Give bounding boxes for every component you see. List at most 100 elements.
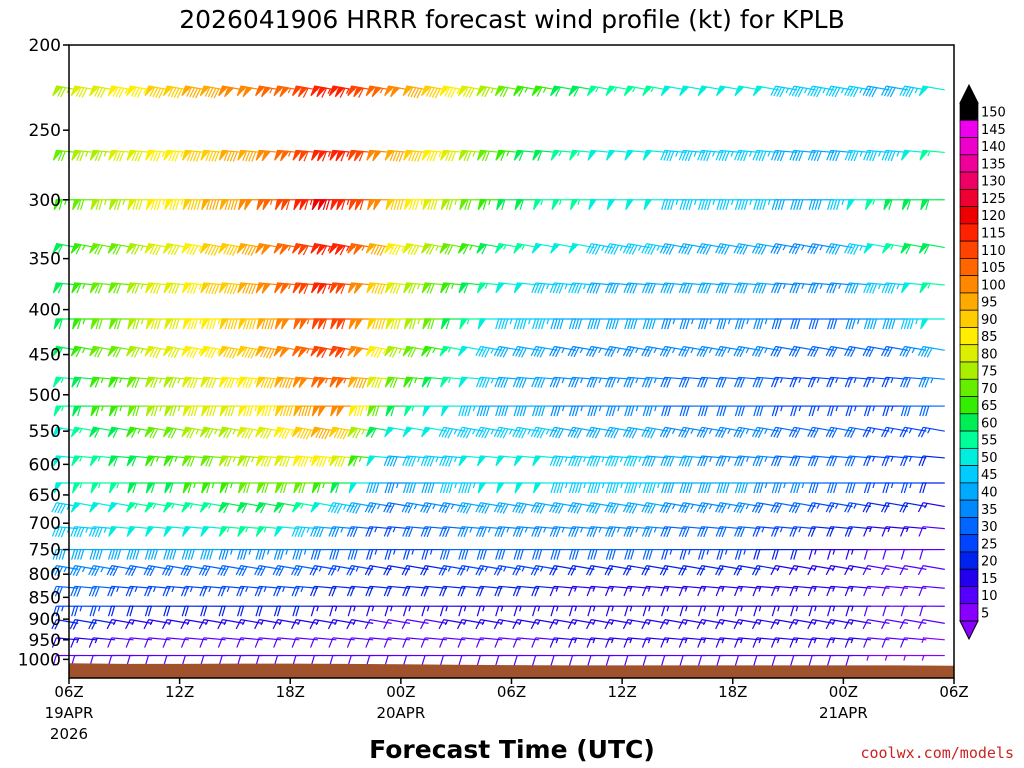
wind-barb <box>127 318 152 330</box>
wind-barb <box>493 345 521 358</box>
wind-barb <box>567 565 595 576</box>
wind-barb <box>622 565 650 576</box>
y-tick-label: 250 <box>29 121 61 141</box>
wind-barb <box>788 502 816 514</box>
colorbar-swatch <box>959 309 979 328</box>
wind-barb <box>827 482 853 494</box>
wind-barb <box>180 619 208 630</box>
wind-barb <box>422 318 447 330</box>
wind-barb <box>752 149 779 162</box>
wind-barb <box>420 526 448 538</box>
wind-barb <box>496 199 521 211</box>
wind-barb <box>238 405 263 417</box>
wind-barb <box>917 619 945 630</box>
wind-barb <box>586 565 614 576</box>
wind-barb <box>530 619 558 630</box>
wind-barb <box>733 619 761 630</box>
wind-barb <box>604 243 632 255</box>
wind-barb <box>919 482 945 494</box>
wind-barb <box>917 426 945 438</box>
wind-barb <box>844 565 872 576</box>
wind-barb <box>456 619 484 630</box>
y-tick-label: 750 <box>29 541 61 561</box>
colorbar-label: 75 <box>981 365 998 380</box>
colorbar-label: 55 <box>981 434 998 449</box>
y-tick-label: 550 <box>29 422 61 442</box>
wind-barb <box>256 199 282 211</box>
wind-barb <box>788 565 816 576</box>
wind-barb <box>751 345 779 358</box>
wind-barb <box>346 502 374 514</box>
y-tick-label: 200 <box>29 36 61 56</box>
wind-barb <box>236 502 263 514</box>
wind-barb <box>458 482 484 494</box>
wind-barb <box>291 345 319 358</box>
wind-barb <box>145 482 171 494</box>
wind-barb <box>272 619 300 630</box>
colorbar-label: 130 <box>981 175 1006 190</box>
wind-barb <box>641 426 669 439</box>
wind-barb <box>567 345 595 358</box>
wind-barb <box>549 345 577 358</box>
wind-barb <box>604 619 632 630</box>
wind-barb <box>586 426 614 439</box>
wind-barb <box>328 426 355 440</box>
wind-barb <box>126 243 153 255</box>
colorbar-label: 105 <box>981 261 1006 276</box>
wind-barb <box>918 585 945 597</box>
wind-barb <box>771 482 798 494</box>
wind-barb <box>788 243 816 255</box>
wind-barb <box>90 318 116 330</box>
wind-barb <box>751 243 779 255</box>
wind-barb <box>678 345 706 358</box>
wind-barb <box>659 426 687 438</box>
wind-barb <box>623 455 650 467</box>
y-tick-label: 500 <box>29 386 61 406</box>
wind-barb <box>807 565 835 576</box>
wind-barb <box>475 426 503 439</box>
wind-barb <box>438 502 466 514</box>
wind-barb <box>512 345 540 358</box>
wind-barb <box>383 455 411 467</box>
wind-barb <box>309 565 337 576</box>
wind-barb <box>293 199 318 211</box>
wind-barb <box>899 565 927 576</box>
wind-barb <box>866 654 890 661</box>
wind-barb <box>678 376 706 388</box>
wind-barb <box>901 199 927 211</box>
wind-barb <box>495 149 521 161</box>
wind-barb <box>807 345 835 358</box>
wind-barb <box>587 318 613 330</box>
wind-barb <box>770 565 798 576</box>
colorbar-label: 25 <box>981 537 998 552</box>
colorbar-swatch <box>959 154 979 173</box>
wind-barb <box>825 243 853 255</box>
colorbar-swatch <box>959 102 979 121</box>
wind-barb <box>715 243 743 255</box>
colorbar: 1501451401351301251201151101051009590858… <box>959 83 1006 641</box>
wind-barb <box>770 502 798 514</box>
wind-barb <box>624 482 650 494</box>
wind-barb <box>696 502 724 514</box>
wind-barb <box>899 426 927 438</box>
wind-barb <box>844 149 872 162</box>
wind-barb <box>272 565 300 577</box>
wind-barb <box>863 149 890 162</box>
colorbar-swatch <box>959 447 979 466</box>
wind-barb <box>255 376 282 389</box>
wind-barb <box>310 85 337 98</box>
wind-barb <box>697 149 724 162</box>
wind-barb <box>255 149 282 162</box>
wind-barb <box>919 282 945 294</box>
wind-barb <box>236 85 263 98</box>
wind-barb <box>641 243 669 255</box>
wind-barb <box>401 619 429 630</box>
wind-barb <box>733 243 761 255</box>
colorbar-label: 45 <box>981 468 998 483</box>
wind-barb <box>733 345 761 358</box>
wind-barb <box>903 654 927 661</box>
wind-barb <box>770 149 798 162</box>
wind-barb <box>513 149 540 161</box>
wind-barb <box>495 318 521 330</box>
wind-barb <box>917 565 945 576</box>
